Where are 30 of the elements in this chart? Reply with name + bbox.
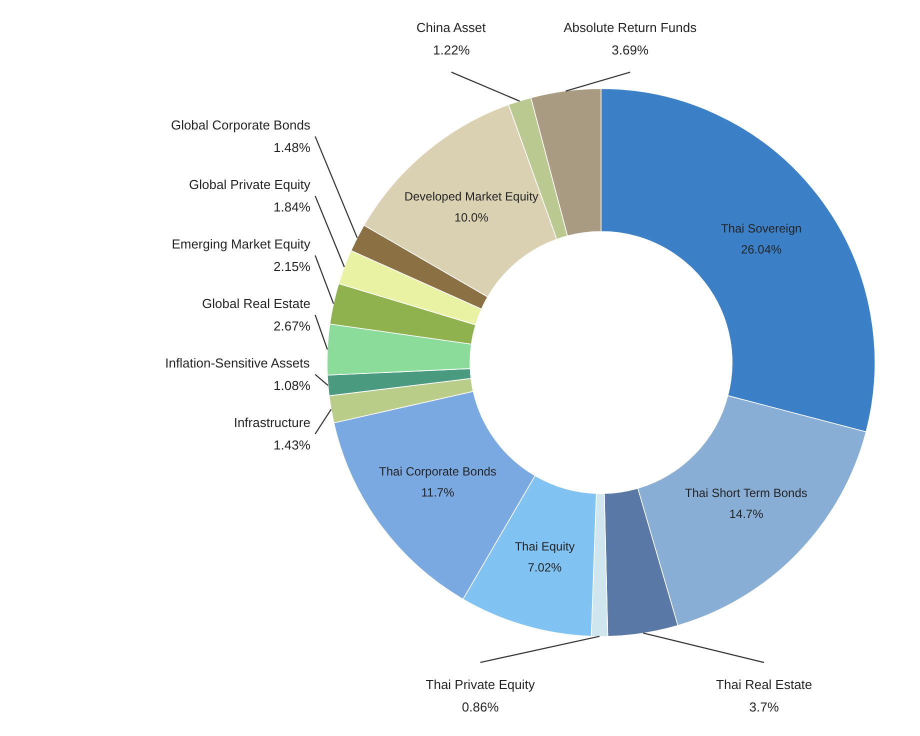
data-label: 14.7% [729, 507, 764, 522]
slice-label: Thai Sovereign [720, 221, 802, 236]
slice-label: China Asset [416, 20, 486, 36]
slice-label: Thai Corporate Bonds [379, 464, 496, 479]
slice-label: Emerging Market Equity [172, 236, 311, 252]
data-label: 2.67% [274, 318, 311, 334]
slice-label: Absolute Return Funds [564, 20, 698, 36]
slice-label: Infrastructure [234, 415, 310, 430]
data-label: 11.7% [421, 486, 455, 500]
data-label: 2.15% [274, 259, 311, 274]
slice-label: Global Real Estate [202, 296, 310, 312]
data-label: 1.43% [274, 438, 311, 453]
data-label: 1.08% [274, 378, 311, 394]
data-label: 3.7% [749, 700, 780, 715]
data-label: 1.84% [274, 200, 311, 215]
slice-label: Thai Equity [514, 539, 575, 554]
slice-label: Inflation-Sensitive Assets [165, 356, 310, 371]
data-label: 26.04% [740, 242, 782, 256]
slice-label: Thai Private Equity [426, 677, 536, 692]
data-label: 3.69% [612, 42, 649, 58]
data-label: 1.48% [274, 140, 311, 156]
slice-label: Thai Short Term Bonds [684, 486, 808, 500]
data-label: 7.02% [528, 560, 562, 574]
slice-label: Global Private Equity [189, 177, 311, 192]
slice-label: Thai Real Estate [716, 677, 812, 692]
data-label: 0.86% [462, 700, 500, 715]
slice-label: Global Corporate Bonds [170, 118, 311, 133]
data-label: 10.0% [454, 210, 489, 225]
data-label: 1.22% [432, 42, 470, 58]
slice-label: Developed Market Equity [404, 190, 538, 204]
